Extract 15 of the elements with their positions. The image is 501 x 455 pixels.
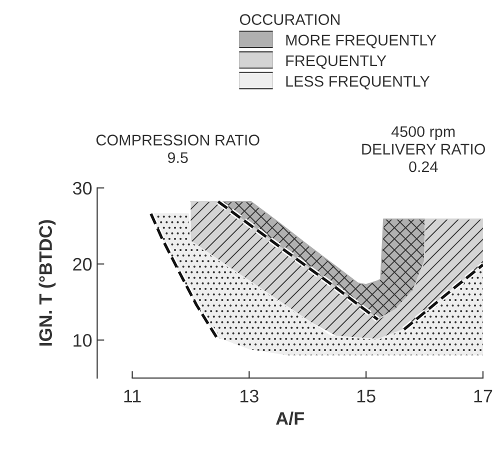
x-tick-label: 11 [124,390,141,402]
legend-label: MORE FREQUENTLY [286,34,436,48]
y-tick-label: 30 [72,182,92,195]
x-tick-label: 17 [474,390,492,402]
y-tick-label: 20 [73,258,92,271]
legend-label: FREQUENTLY [286,55,386,69]
text: 4500 rpm DELIVERY RATIO 0.24 [362,126,486,172]
x-tick-label: 13 [240,390,258,402]
x-axis-title: A/F [276,412,304,426]
legend-title: OCCURATION [240,14,340,25]
legend-label: LESS FREQUENTLY [286,76,430,90]
x-tick-label: 15 [357,390,376,402]
y-axis-title: IGN. T (°BTDC) [38,220,56,346]
text: COMPRESSION RATIO 9.5 [96,134,260,164]
y-tick-label: 10 [74,334,92,347]
